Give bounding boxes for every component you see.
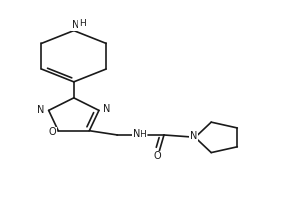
Text: N: N	[133, 129, 140, 139]
Text: N: N	[190, 131, 197, 141]
Text: O: O	[153, 151, 160, 161]
Text: O: O	[48, 127, 56, 137]
Text: H: H	[79, 19, 86, 28]
Text: N: N	[37, 105, 45, 115]
Text: N: N	[72, 20, 79, 30]
Text: N: N	[103, 104, 110, 114]
Text: H: H	[139, 130, 146, 139]
